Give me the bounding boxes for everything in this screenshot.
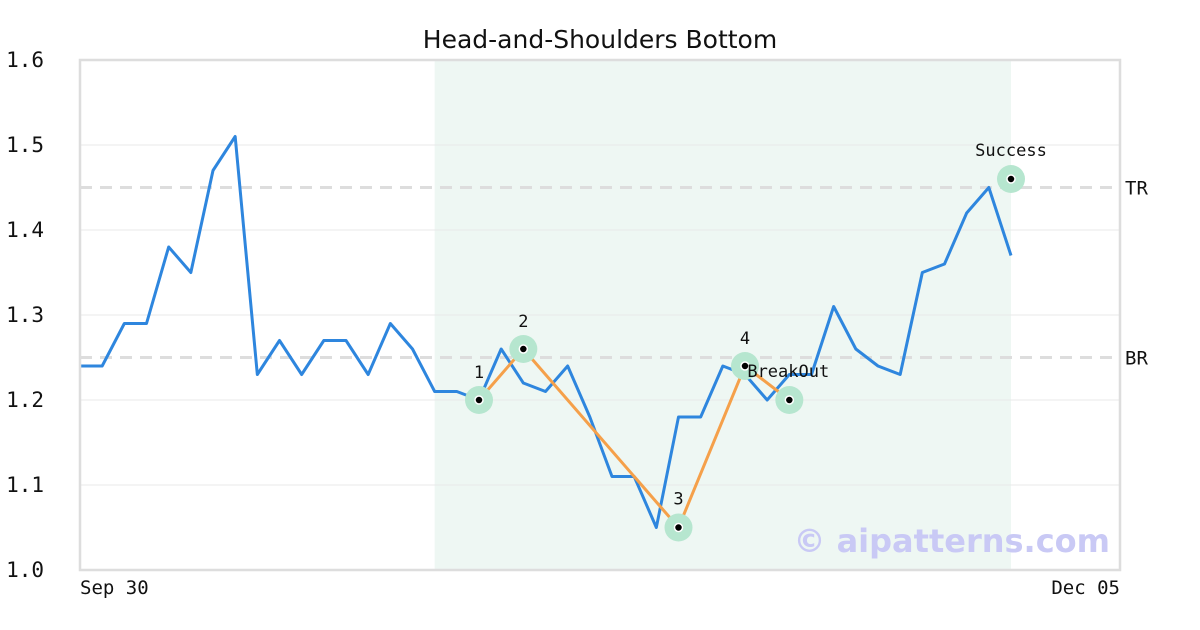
y-tick-label: 1.3 — [6, 303, 44, 327]
marker-label-breakout: BreakOut — [747, 362, 829, 382]
marker-label-3: 3 — [673, 490, 683, 510]
marker-label-1: 1 — [474, 363, 484, 383]
y-tick-label: 1.4 — [6, 218, 44, 242]
y-tick-label: 1.6 — [6, 48, 44, 72]
marker-label-2: 2 — [518, 312, 528, 332]
marker-point-2 — [518, 344, 529, 354]
x-axis-ticks: Sep 30 Dec 05 — [80, 577, 1120, 599]
marker-point-3 — [673, 522, 684, 533]
marker-point-success — [1006, 174, 1016, 184]
marker-point-1 — [474, 395, 484, 405]
reference-lines: TR BR — [80, 178, 1148, 370]
y-tick-label: 1.2 — [6, 388, 44, 412]
reference-label-tr: TR — [1125, 178, 1148, 200]
reference-label-br: BR — [1125, 348, 1148, 370]
plot-frame — [78, 58, 1122, 572]
chart-title: Head-and-Shoulders Bottom — [423, 25, 777, 54]
x-tick-label: Sep 30 — [80, 577, 149, 599]
pattern-markers: 1 2 3 4 BreakOut Success — [465, 141, 1047, 542]
marker-label-4: 4 — [740, 329, 750, 349]
y-axis-ticks: 1.0 1.1 1.2 1.3 1.4 1.5 1.6 — [6, 48, 44, 582]
watermark: © aipatterns.com — [793, 522, 1110, 560]
y-tick-label: 1.0 — [6, 558, 44, 582]
marker-point-4 — [740, 361, 750, 371]
price-line — [80, 135, 1013, 529]
x-tick-label: Dec 05 — [1051, 577, 1120, 599]
y-tick-label: 1.5 — [6, 133, 44, 157]
marker-point-breakout — [784, 395, 795, 405]
marker-label-success: Success — [975, 141, 1047, 161]
y-tick-label: 1.1 — [6, 473, 44, 497]
